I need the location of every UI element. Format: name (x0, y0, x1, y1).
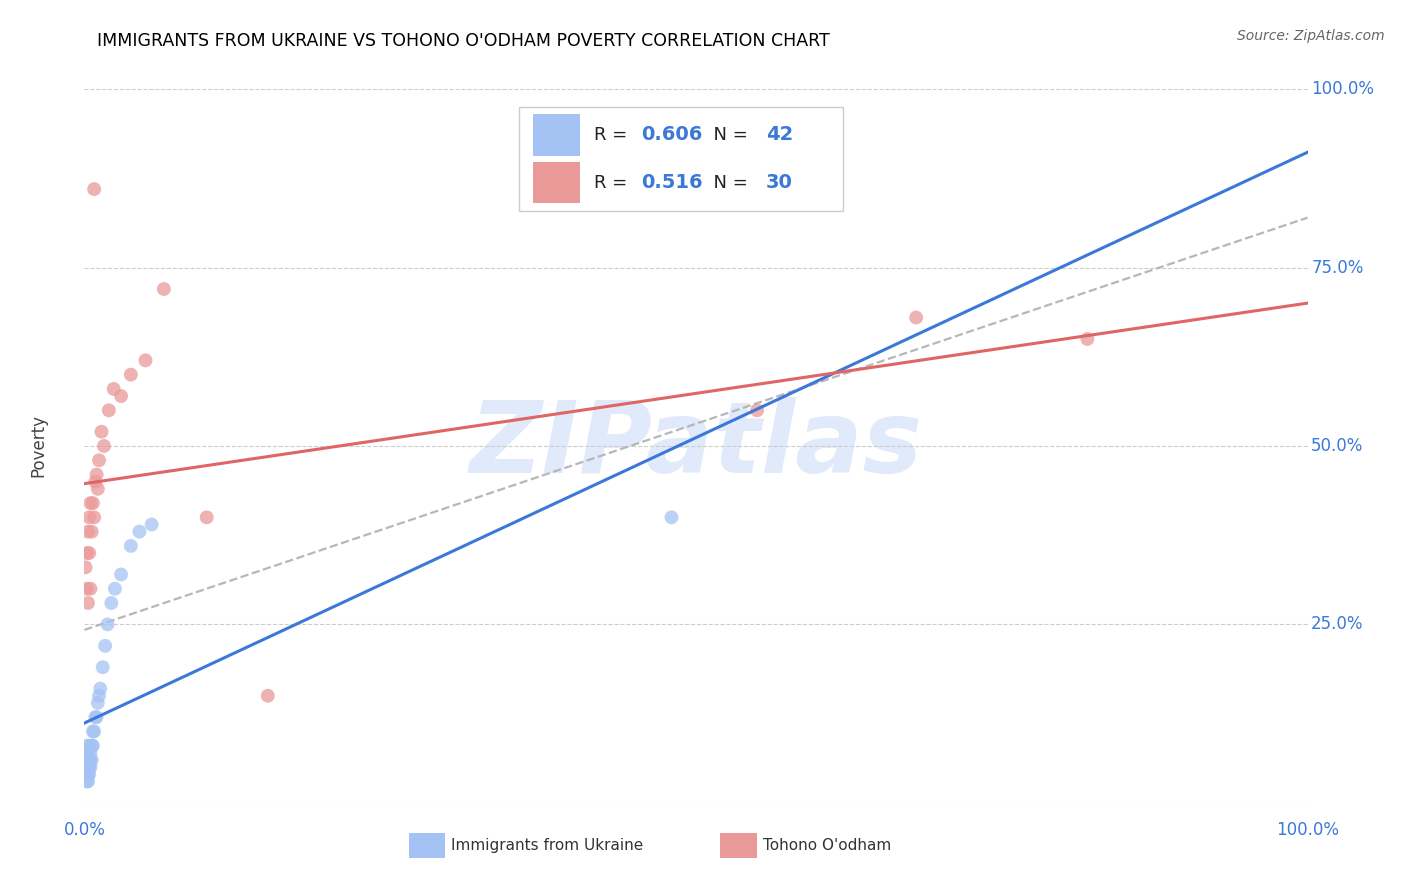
Text: IMMIGRANTS FROM UKRAINE VS TOHONO O'ODHAM POVERTY CORRELATION CHART: IMMIGRANTS FROM UKRAINE VS TOHONO O'ODHA… (97, 32, 830, 50)
Point (128, 524, 150, 539)
Point (153, 282, 176, 296)
Point (76, 582, 98, 596)
Point (120, 539, 142, 553)
Point (77, 753, 100, 767)
Point (97, 403, 120, 417)
Point (77, 760, 100, 774)
Point (100, 596, 122, 610)
Text: Poverty: Poverty (30, 415, 46, 477)
Point (89, 681, 111, 696)
Point (87, 696, 110, 710)
Point (77, 774, 100, 789)
Text: 25.0%: 25.0% (1312, 615, 1364, 633)
FancyBboxPatch shape (533, 161, 579, 203)
Point (82, 724, 104, 739)
Point (905, 310, 928, 325)
Point (75, 760, 97, 774)
Point (80, 753, 103, 767)
Point (83, 182, 105, 196)
Point (84, 710, 107, 724)
Point (91, 660, 114, 674)
Point (90, 425, 112, 439)
Point (257, 689, 280, 703)
Point (747, 403, 769, 417)
Point (79, 582, 101, 596)
Point (1076, 332, 1098, 346)
Point (86, 467, 108, 482)
Point (110, 567, 132, 582)
Point (76, 753, 98, 767)
Point (76, 739, 98, 753)
Point (120, 368, 142, 382)
Point (87, 482, 110, 496)
Point (87, 453, 110, 467)
Point (77, 760, 100, 774)
Point (76, 546, 98, 560)
Point (80, 739, 103, 753)
Point (104, 582, 127, 596)
Text: 42: 42 (766, 126, 793, 145)
Point (86, 710, 108, 724)
Point (82, 739, 104, 753)
FancyBboxPatch shape (409, 833, 446, 858)
FancyBboxPatch shape (533, 114, 579, 156)
Point (76, 767, 98, 781)
Point (77, 510, 100, 524)
Point (77, 767, 100, 781)
Point (76, 760, 98, 774)
Text: 100.0%: 100.0% (1312, 80, 1374, 98)
Point (195, 510, 218, 524)
Text: 30: 30 (766, 173, 793, 192)
Point (77, 753, 100, 767)
Point (83, 510, 105, 524)
FancyBboxPatch shape (720, 833, 758, 858)
Point (79, 746, 101, 760)
Point (103, 382, 125, 396)
Point (87, 689, 110, 703)
Text: ZIPatlas: ZIPatlas (470, 398, 922, 494)
Point (77, 524, 100, 539)
Text: R =: R = (595, 174, 634, 192)
Point (77, 739, 100, 753)
Text: Source: ZipAtlas.com: Source: ZipAtlas.com (1237, 29, 1385, 44)
Point (77, 546, 100, 560)
Text: N =: N = (702, 126, 754, 144)
Point (84, 475, 107, 489)
Point (93, 439, 115, 453)
Point (661, 510, 683, 524)
Text: 75.0%: 75.0% (1312, 259, 1364, 277)
Point (75, 560, 97, 574)
Point (79, 760, 101, 774)
FancyBboxPatch shape (519, 107, 842, 211)
Point (80, 524, 103, 539)
Point (94, 639, 117, 653)
Point (79, 753, 101, 767)
Point (76, 746, 98, 760)
Point (76, 774, 98, 789)
Point (75, 767, 97, 781)
Point (110, 389, 132, 403)
Text: R =: R = (595, 126, 634, 144)
Text: N =: N = (702, 174, 754, 192)
Point (77, 767, 100, 781)
Text: 0.0%: 0.0% (63, 821, 105, 838)
Point (75, 753, 97, 767)
Point (79, 496, 101, 510)
Text: Immigrants from Ukraine: Immigrants from Ukraine (451, 838, 644, 853)
Point (75, 746, 97, 760)
Point (141, 517, 163, 532)
Text: 100.0%: 100.0% (1277, 821, 1339, 838)
Point (77, 596, 100, 610)
Point (135, 353, 157, 368)
Point (77, 746, 100, 760)
Text: 0.606: 0.606 (641, 126, 703, 145)
Point (97, 617, 120, 632)
Text: Tohono O'odham: Tohono O'odham (763, 838, 891, 853)
Text: 0.516: 0.516 (641, 173, 703, 192)
Point (82, 496, 104, 510)
Point (83, 724, 105, 739)
Text: 50.0%: 50.0% (1312, 437, 1364, 455)
